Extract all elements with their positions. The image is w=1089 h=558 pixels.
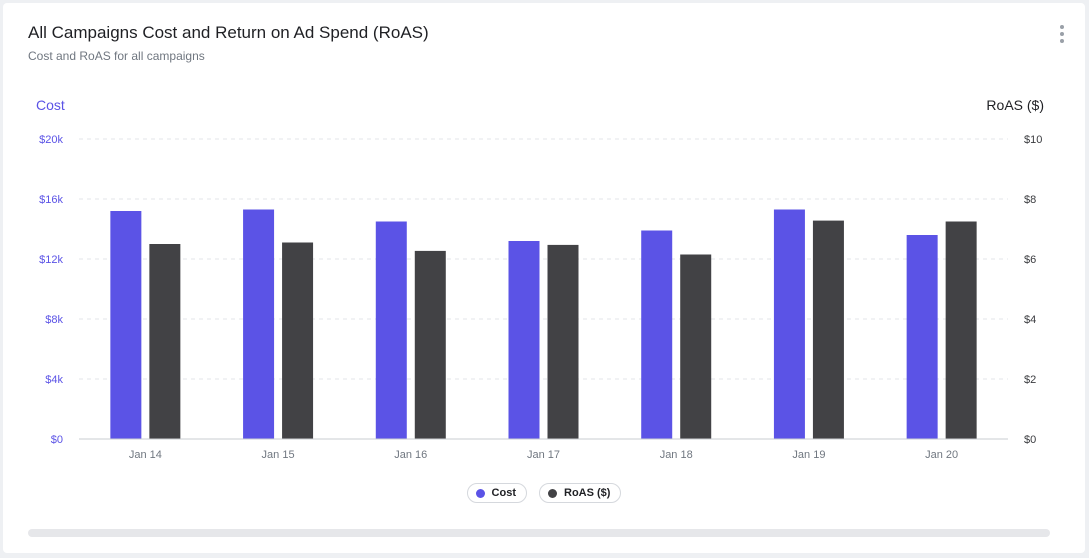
chart-subtitle: Cost and RoAS for all campaigns [28, 49, 205, 63]
x-tick-label: Jan 19 [792, 449, 825, 461]
horizontal-scrollbar[interactable] [28, 529, 1050, 537]
cost-bar [508, 241, 540, 439]
cost-bar [906, 235, 938, 439]
bars [110, 209, 977, 439]
legend-label-roas: RoAS ($) [564, 487, 611, 499]
roas-bar [414, 250, 446, 439]
roas-dot-icon [548, 488, 557, 498]
roas-bar [282, 242, 314, 439]
cost-bar [110, 211, 142, 439]
x-axis-labels: Jan 14 Jan 15 Jan 16 Jan 17 Jan 18 Jan 19 Jan … [129, 449, 958, 461]
roas-bar [547, 244, 579, 439]
right-tick-label: $4 [1024, 314, 1036, 326]
left-tick-label: $20k [39, 134, 63, 146]
right-axis-title: RoAS ($) [986, 97, 1044, 113]
right-tick-label: $8 [1024, 194, 1036, 206]
bar-chart: $0 $4k $8k $12k $16k $20k $0 $2 $4 $6 $8 $10 Jan 1… [39, 134, 1042, 461]
right-tick-label: $10 [1024, 134, 1042, 146]
x-tick-label: Jan 17 [527, 449, 560, 461]
legend-item-roas[interactable]: RoAS ($) [539, 483, 622, 503]
cost-bar [773, 209, 805, 439]
right-tick-label: $6 [1024, 254, 1036, 266]
cost-bar [641, 230, 673, 439]
left-tick-label: $12k [39, 254, 63, 266]
left-axis-title: Cost [36, 97, 65, 113]
chart-title: All Campaigns Cost and Return on Ad Spen… [28, 23, 429, 42]
roas-bar [680, 254, 712, 439]
roas-bar [149, 244, 181, 439]
right-axis-ticks: $0 $2 $4 $6 $8 $10 [1024, 134, 1042, 446]
x-tick-label: Jan 20 [925, 449, 958, 461]
right-tick-label: $0 [1024, 434, 1036, 446]
cost-bar [375, 221, 407, 439]
left-axis-ticks: $0 $4k $8k $12k $16k $20k [39, 134, 63, 446]
x-tick-label: Jan 15 [262, 449, 295, 461]
left-tick-label: $4k [45, 374, 63, 386]
cost-bar [243, 209, 275, 439]
roas-bar [945, 221, 977, 439]
more-options-icon[interactable] [1060, 25, 1064, 43]
legend-item-cost[interactable]: Cost [466, 483, 527, 503]
legend: Cost RoAS ($) [3, 483, 1085, 503]
grid-lines [79, 138, 1008, 380]
roas-bar [812, 220, 844, 439]
left-tick-label: $8k [45, 314, 63, 326]
x-tick-label: Jan 14 [129, 449, 162, 461]
right-tick-label: $2 [1024, 374, 1036, 386]
left-tick-label: $16k [39, 194, 63, 206]
x-tick-label: Jan 18 [660, 449, 693, 461]
chart-card: All Campaigns Cost and Return on Ad Spen… [3, 3, 1085, 553]
left-tick-label: $0 [51, 434, 63, 446]
cost-dot-icon [475, 488, 485, 498]
x-tick-label: Jan 16 [394, 449, 427, 461]
legend-label-cost: Cost [491, 487, 516, 499]
